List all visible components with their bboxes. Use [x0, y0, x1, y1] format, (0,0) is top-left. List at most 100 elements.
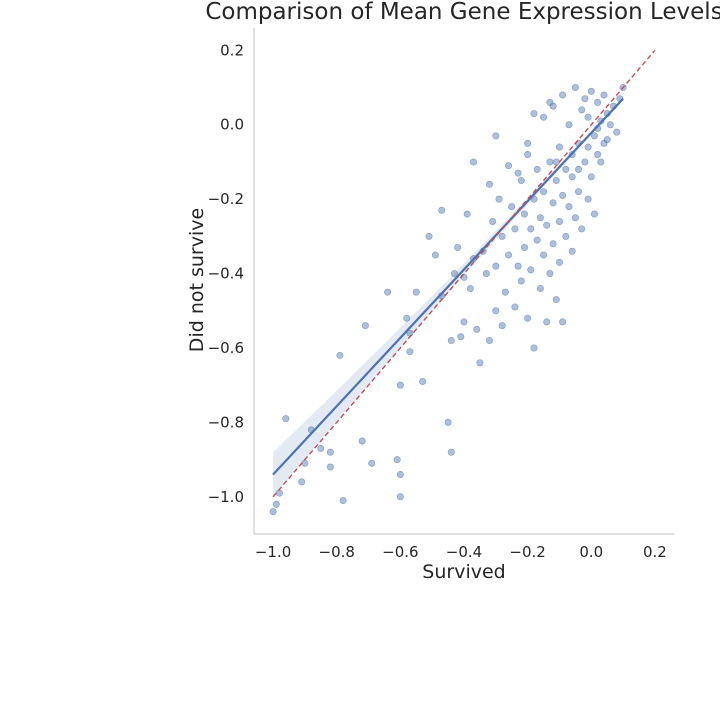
data-point: [540, 251, 548, 259]
data-point: [603, 136, 611, 144]
data-point: [396, 381, 404, 389]
regression-line: [272, 97, 624, 476]
data-point: [565, 203, 573, 211]
data-point: [425, 232, 433, 240]
chart-title: Comparison of Mean Gene Expression Level…: [205, 0, 720, 25]
data-point: [339, 497, 347, 505]
data-point: [317, 444, 325, 452]
y-tick-label: 0.2: [220, 41, 244, 59]
data-point: [597, 158, 605, 166]
data-point: [384, 288, 392, 296]
data-point: [460, 273, 468, 281]
data-point: [482, 270, 490, 278]
data-point: [403, 314, 411, 322]
data-point: [540, 113, 548, 121]
data-point: [438, 206, 446, 214]
data-point: [511, 303, 519, 311]
data-point: [275, 489, 283, 497]
data-point: [540, 188, 548, 196]
x-tick-label: −0.6: [382, 543, 418, 561]
data-point: [501, 288, 509, 296]
data-point: [555, 143, 563, 151]
data-point: [575, 165, 583, 173]
data-point: [298, 478, 306, 486]
data-point: [536, 214, 544, 222]
data-point: [559, 318, 567, 326]
data-point: [546, 270, 554, 278]
y-tick-label: −0.8: [208, 413, 244, 431]
data-point: [450, 270, 458, 278]
y-tick-label: 0.0: [220, 116, 244, 134]
data-point: [555, 217, 563, 225]
data-point: [489, 217, 497, 225]
data-point: [485, 180, 493, 188]
data-point: [552, 177, 560, 185]
data-point: [470, 158, 478, 166]
data-point: [527, 266, 535, 274]
identity-line: [272, 49, 656, 498]
data-point: [517, 177, 525, 185]
data-point: [514, 169, 522, 177]
data-point: [606, 121, 614, 129]
x-tick-label: −0.4: [446, 543, 482, 561]
data-point: [508, 203, 516, 211]
data-point: [444, 418, 452, 426]
x-tick-label: −0.2: [509, 543, 545, 561]
data-point: [495, 195, 503, 203]
data-point: [571, 214, 579, 222]
y-tick-label: −0.2: [208, 190, 244, 208]
data-point: [549, 199, 557, 207]
data-point: [498, 322, 506, 330]
data-point: [476, 359, 484, 367]
data-point: [498, 232, 506, 240]
data-point: [584, 143, 592, 151]
data-point: [530, 110, 538, 118]
data-point: [568, 247, 576, 255]
data-point: [396, 493, 404, 501]
data-point: [447, 448, 455, 456]
data-point: [562, 165, 570, 173]
data-point: [578, 225, 586, 233]
x-tick-label: 0.2: [643, 543, 667, 561]
data-point: [282, 415, 290, 423]
data-point: [552, 296, 560, 304]
data-point: [559, 191, 567, 199]
data-point: [406, 348, 414, 356]
data-point: [447, 337, 455, 345]
data-point: [530, 344, 538, 352]
data-point: [584, 113, 592, 121]
data-point: [594, 98, 602, 106]
data-point: [565, 121, 573, 129]
data-point: [463, 210, 471, 218]
data-point: [584, 195, 592, 203]
data-point: [520, 210, 528, 218]
data-point: [326, 463, 334, 471]
data-point: [578, 106, 586, 114]
data-point: [514, 262, 522, 270]
data-point: [460, 318, 468, 326]
y-tick-label: −0.4: [208, 265, 244, 283]
x-ticks: −1.0 −0.8 −0.6 −0.4 −0.2 0.0 0.2: [255, 543, 667, 561]
data-point: [568, 173, 576, 181]
data-point: [613, 128, 621, 136]
data-point: [393, 456, 401, 464]
data-point: [600, 91, 608, 99]
data-point: [431, 251, 439, 259]
y-tick-label: −1.0: [208, 488, 244, 506]
y-ticks: −1.0 −0.8 −0.6 −0.4 −0.2 0.0 0.2: [208, 41, 244, 505]
data-point: [368, 459, 376, 467]
data-point: [552, 158, 560, 166]
data-point: [587, 173, 595, 181]
data-point: [524, 314, 532, 322]
data-point: [358, 437, 366, 445]
data-point: [485, 337, 493, 345]
data-point: [555, 258, 563, 266]
data-point: [466, 284, 474, 292]
data-point: [594, 151, 602, 159]
data-point: [326, 448, 334, 456]
data-point: [590, 132, 598, 140]
data-point: [457, 333, 465, 341]
data-point: [524, 139, 532, 147]
